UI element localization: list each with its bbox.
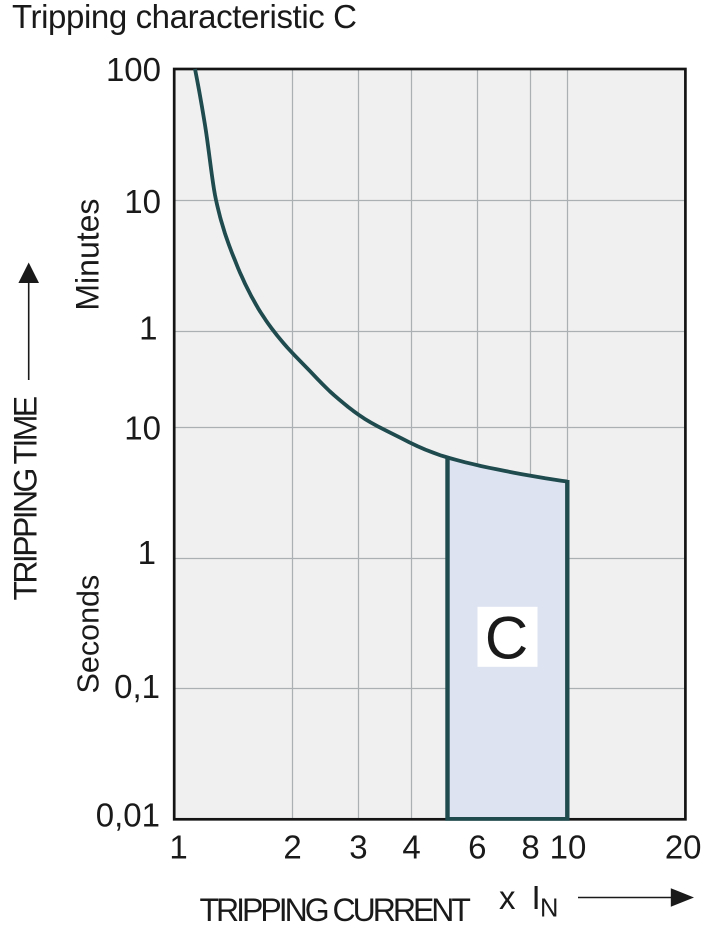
- svg-text:6: 6: [468, 829, 486, 866]
- svg-text:Tripping characteristic C: Tripping characteristic C: [12, 0, 357, 35]
- svg-text:100: 100: [106, 51, 161, 88]
- svg-text:10: 10: [550, 829, 587, 866]
- svg-text:Seconds: Seconds: [72, 575, 106, 694]
- svg-text:Minutes: Minutes: [70, 199, 106, 311]
- svg-text:10: 10: [124, 183, 161, 220]
- svg-text:0,1: 0,1: [114, 668, 160, 705]
- svg-text:x: x: [499, 879, 516, 916]
- svg-text:3: 3: [349, 829, 367, 866]
- svg-text:4: 4: [402, 829, 420, 866]
- svg-text:2: 2: [283, 829, 301, 866]
- svg-text:N: N: [540, 894, 558, 922]
- svg-text:0,01: 0,01: [96, 797, 160, 834]
- svg-text:20: 20: [665, 829, 702, 866]
- svg-text:I: I: [532, 879, 541, 916]
- svg-text:1: 1: [138, 534, 156, 571]
- svg-text:1: 1: [169, 829, 187, 866]
- svg-text:C: C: [485, 605, 528, 672]
- svg-text:TRIPPING CURRENT: TRIPPING CURRENT: [200, 892, 471, 928]
- svg-text:TRIPPING TIME: TRIPPING TIME: [8, 397, 44, 600]
- svg-text:1: 1: [139, 310, 157, 347]
- svg-text:10: 10: [124, 410, 161, 447]
- svg-text:8: 8: [521, 829, 539, 866]
